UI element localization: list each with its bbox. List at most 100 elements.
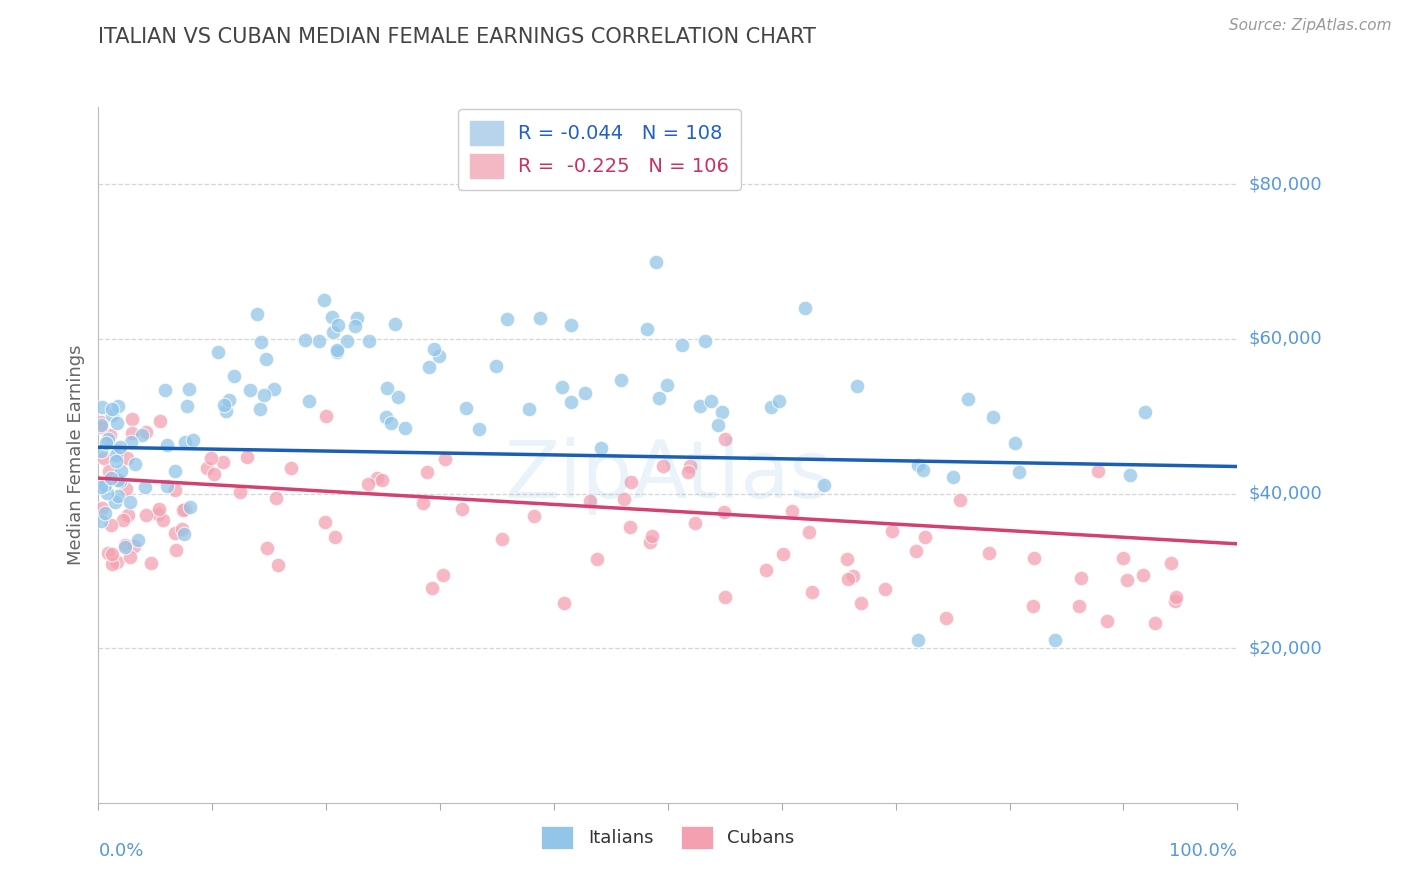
- Cubans: [619, 475, 641, 490]
- Italians: [983, 409, 1005, 424]
- Text: ZipAtlas: ZipAtlas: [505, 437, 831, 515]
- Italians: [336, 334, 359, 349]
- Cubans: [229, 485, 252, 500]
- Cubans: [977, 546, 1000, 560]
- Cubans: [105, 555, 128, 569]
- Italians: [907, 633, 929, 648]
- Cubans: [873, 582, 896, 596]
- Cubans: [256, 541, 278, 555]
- Cubans: [432, 568, 454, 582]
- Italians: [156, 478, 179, 492]
- Italians: [655, 378, 678, 392]
- Italians: [322, 325, 344, 339]
- Text: 0.0%: 0.0%: [98, 842, 143, 860]
- Italians: [114, 541, 136, 555]
- Italians: [768, 394, 790, 409]
- Cubans: [323, 530, 346, 544]
- Italians: [813, 477, 835, 491]
- Italians: [326, 344, 349, 359]
- Cubans: [195, 461, 218, 475]
- Cubans: [115, 450, 138, 465]
- Cubans: [835, 552, 858, 566]
- Cubans: [433, 451, 456, 466]
- Italians: [423, 342, 446, 356]
- Italians: [495, 312, 517, 326]
- Cubans: [315, 409, 337, 424]
- Text: Source: ZipAtlas.com: Source: ZipAtlas.com: [1229, 18, 1392, 33]
- Italians: [636, 322, 658, 336]
- Italians: [485, 359, 508, 373]
- Italians: [96, 486, 118, 500]
- Italians: [380, 416, 402, 430]
- Italians: [97, 432, 120, 446]
- Cubans: [165, 543, 187, 558]
- Italians: [108, 441, 131, 455]
- Cubans: [314, 516, 336, 530]
- Cubans: [135, 508, 157, 523]
- Italians: [759, 401, 782, 415]
- Italians: [1008, 465, 1031, 479]
- Cubans: [772, 547, 794, 561]
- Italians: [250, 335, 273, 350]
- Cubans: [1132, 567, 1154, 582]
- Cubans: [880, 524, 903, 538]
- Cubans: [1087, 464, 1109, 478]
- Italians: [177, 382, 200, 396]
- Cubans: [101, 558, 124, 572]
- Italians: [118, 495, 141, 509]
- Cubans: [101, 548, 124, 562]
- Italians: [308, 334, 330, 349]
- Italians: [1004, 436, 1026, 450]
- Cubans: [93, 450, 115, 465]
- Italians: [1135, 405, 1157, 419]
- Text: 100.0%: 100.0%: [1170, 842, 1237, 860]
- Italians: [110, 464, 132, 478]
- Italians: [359, 334, 381, 348]
- Italians: [574, 385, 596, 400]
- Cubans: [1115, 573, 1137, 587]
- Italians: [689, 399, 711, 413]
- Italians: [153, 384, 176, 398]
- Cubans: [148, 502, 170, 516]
- Italians: [671, 338, 693, 352]
- Y-axis label: Median Female Earnings: Median Female Earnings: [66, 344, 84, 566]
- Cubans: [714, 591, 737, 605]
- Cubans: [366, 471, 388, 485]
- Cubans: [586, 552, 609, 566]
- Italians: [326, 318, 349, 333]
- Text: $20,000: $20,000: [1249, 640, 1322, 657]
- Italians: [246, 307, 269, 321]
- Italians: [94, 506, 117, 520]
- Cubans: [165, 483, 187, 497]
- Italians: [911, 463, 934, 477]
- Italians: [321, 310, 343, 324]
- Cubans: [412, 496, 434, 510]
- Text: $40,000: $40,000: [1249, 484, 1322, 502]
- Italians: [693, 334, 716, 348]
- Italians: [104, 448, 127, 462]
- Text: $60,000: $60,000: [1249, 330, 1322, 348]
- Cubans: [837, 572, 859, 586]
- Cubans: [135, 425, 157, 439]
- Italians: [110, 474, 132, 488]
- Italians: [90, 514, 112, 528]
- Cubans: [121, 411, 143, 425]
- Cubans: [1143, 615, 1166, 630]
- Italians: [343, 319, 366, 334]
- Cubans: [613, 491, 636, 506]
- Italians: [105, 453, 128, 467]
- Italians: [249, 402, 271, 417]
- Text: $80,000: $80,000: [1249, 176, 1322, 194]
- Cubans: [149, 414, 172, 428]
- Italians: [374, 409, 396, 424]
- Cubans: [523, 508, 546, 523]
- Italians: [253, 388, 276, 402]
- Italians: [181, 433, 204, 447]
- Cubans: [914, 530, 936, 544]
- Italians: [956, 392, 979, 407]
- Italians: [176, 399, 198, 413]
- Italians: [104, 494, 127, 508]
- Italians: [707, 417, 730, 432]
- Italians: [90, 417, 112, 432]
- Italians: [346, 310, 368, 325]
